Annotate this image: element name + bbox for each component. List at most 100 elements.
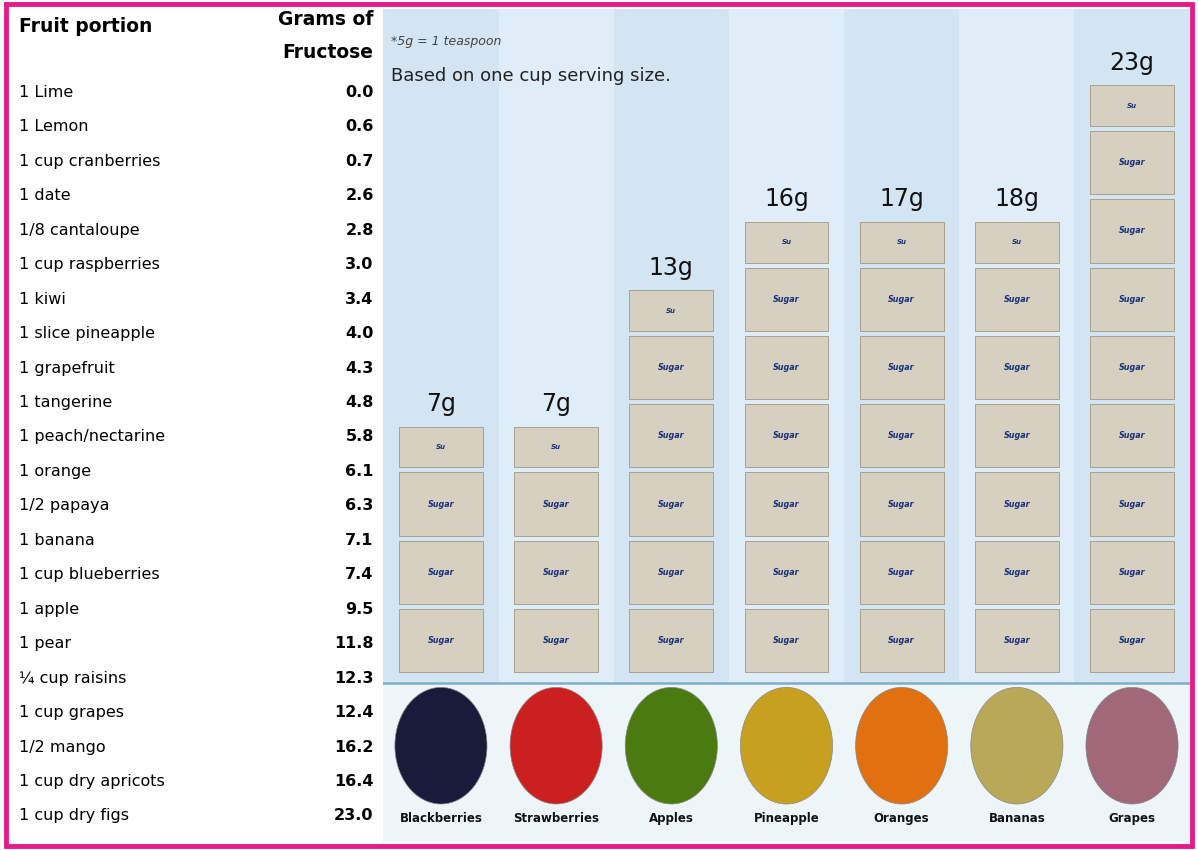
Ellipse shape xyxy=(1085,688,1178,804)
Bar xyxy=(960,8,1075,683)
Text: 1 date: 1 date xyxy=(19,188,71,203)
FancyBboxPatch shape xyxy=(860,336,944,399)
Text: Sugar: Sugar xyxy=(1004,363,1030,372)
FancyBboxPatch shape xyxy=(629,291,713,331)
FancyBboxPatch shape xyxy=(975,336,1059,399)
FancyBboxPatch shape xyxy=(975,222,1059,263)
Text: Su: Su xyxy=(1012,240,1022,246)
Text: Based on one cup serving size.: Based on one cup serving size. xyxy=(392,67,671,85)
Text: Sugar: Sugar xyxy=(658,431,684,440)
Text: Sugar: Sugar xyxy=(1119,363,1145,372)
Bar xyxy=(845,8,960,683)
Text: 2.6: 2.6 xyxy=(345,188,374,203)
Text: 1 cup blueberries: 1 cup blueberries xyxy=(19,567,159,582)
Text: 13g: 13g xyxy=(649,256,694,280)
Text: 0.0: 0.0 xyxy=(345,85,374,99)
Text: 1 apple: 1 apple xyxy=(19,602,79,617)
Text: Sugar: Sugar xyxy=(1004,431,1030,440)
Text: Sugar: Sugar xyxy=(889,431,915,440)
Text: Sugar: Sugar xyxy=(1119,568,1145,577)
Text: Su: Su xyxy=(551,445,561,450)
FancyBboxPatch shape xyxy=(860,222,944,263)
Text: Sugar: Sugar xyxy=(889,568,915,577)
FancyBboxPatch shape xyxy=(1090,541,1174,604)
Text: 1 peach/nectarine: 1 peach/nectarine xyxy=(19,429,165,445)
Text: *5g = 1 teaspoon: *5g = 1 teaspoon xyxy=(392,35,502,48)
Text: 1 orange: 1 orange xyxy=(19,464,91,479)
Text: Sugar: Sugar xyxy=(1119,158,1145,167)
FancyBboxPatch shape xyxy=(860,405,944,468)
Ellipse shape xyxy=(970,688,1063,804)
Ellipse shape xyxy=(625,688,718,804)
Text: Sugar: Sugar xyxy=(1119,637,1145,645)
FancyBboxPatch shape xyxy=(860,609,944,672)
Text: Sugar: Sugar xyxy=(428,568,454,577)
Text: 6.1: 6.1 xyxy=(345,464,374,479)
Text: Sugar: Sugar xyxy=(1119,226,1145,235)
FancyBboxPatch shape xyxy=(514,541,598,604)
FancyBboxPatch shape xyxy=(745,473,828,536)
Text: 2.8: 2.8 xyxy=(345,223,374,238)
Text: 17g: 17g xyxy=(879,187,924,211)
Text: Sugar: Sugar xyxy=(543,500,569,508)
Text: Blackberries: Blackberries xyxy=(399,812,483,824)
Text: Oranges: Oranges xyxy=(873,812,930,824)
FancyBboxPatch shape xyxy=(399,609,483,672)
FancyBboxPatch shape xyxy=(629,473,713,536)
Text: Fructose: Fructose xyxy=(283,43,374,63)
Bar xyxy=(383,683,1190,842)
Text: 9.5: 9.5 xyxy=(345,602,374,617)
Text: 18g: 18g xyxy=(994,187,1040,211)
Bar xyxy=(1075,8,1190,683)
Ellipse shape xyxy=(510,688,603,804)
Text: Sugar: Sugar xyxy=(428,500,454,508)
Text: Sugar: Sugar xyxy=(773,568,800,577)
Text: Sugar: Sugar xyxy=(773,363,800,372)
Text: Sugar: Sugar xyxy=(658,500,684,508)
Text: Sugar: Sugar xyxy=(889,295,915,303)
Text: Apples: Apples xyxy=(649,812,694,824)
Text: 1 cup cranberries: 1 cup cranberries xyxy=(19,154,161,169)
FancyBboxPatch shape xyxy=(1090,131,1174,195)
Text: Pineapple: Pineapple xyxy=(754,812,819,824)
Ellipse shape xyxy=(395,688,488,804)
Text: 1 pear: 1 pear xyxy=(19,636,72,651)
FancyBboxPatch shape xyxy=(399,541,483,604)
Text: Sugar: Sugar xyxy=(1004,637,1030,645)
Bar xyxy=(498,8,613,683)
FancyBboxPatch shape xyxy=(860,473,944,536)
FancyBboxPatch shape xyxy=(1090,473,1174,536)
Text: 12.4: 12.4 xyxy=(334,705,374,720)
FancyBboxPatch shape xyxy=(975,405,1059,468)
Text: Sugar: Sugar xyxy=(889,500,915,508)
Text: 1 grapefruit: 1 grapefruit xyxy=(19,360,115,376)
Text: Sugar: Sugar xyxy=(773,637,800,645)
Text: Sugar: Sugar xyxy=(658,637,684,645)
Text: Su: Su xyxy=(781,240,792,246)
FancyBboxPatch shape xyxy=(1090,336,1174,399)
FancyBboxPatch shape xyxy=(975,473,1059,536)
Text: 1 cup raspberries: 1 cup raspberries xyxy=(19,258,161,272)
Text: 11.8: 11.8 xyxy=(334,636,374,651)
Ellipse shape xyxy=(740,688,833,804)
Text: 3.4: 3.4 xyxy=(345,292,374,307)
Text: 1/2 mango: 1/2 mango xyxy=(19,740,105,755)
FancyBboxPatch shape xyxy=(1090,268,1174,331)
Text: Sugar: Sugar xyxy=(773,295,800,303)
Text: Grapes: Grapes xyxy=(1108,812,1156,824)
Text: 7g: 7g xyxy=(541,392,571,416)
Text: Grams of: Grams of xyxy=(278,10,374,29)
Text: Strawberries: Strawberries xyxy=(513,812,599,824)
Text: 0.7: 0.7 xyxy=(345,154,374,169)
Text: 23g: 23g xyxy=(1109,51,1155,75)
Text: 7g: 7g xyxy=(426,392,456,416)
Text: Sugar: Sugar xyxy=(543,568,569,577)
FancyBboxPatch shape xyxy=(860,541,944,604)
Text: 1 Lemon: 1 Lemon xyxy=(19,119,89,134)
FancyBboxPatch shape xyxy=(745,268,828,331)
Text: 12.3: 12.3 xyxy=(334,671,374,686)
FancyBboxPatch shape xyxy=(1090,405,1174,468)
Ellipse shape xyxy=(855,688,948,804)
Text: Sugar: Sugar xyxy=(773,500,800,508)
FancyBboxPatch shape xyxy=(745,336,828,399)
